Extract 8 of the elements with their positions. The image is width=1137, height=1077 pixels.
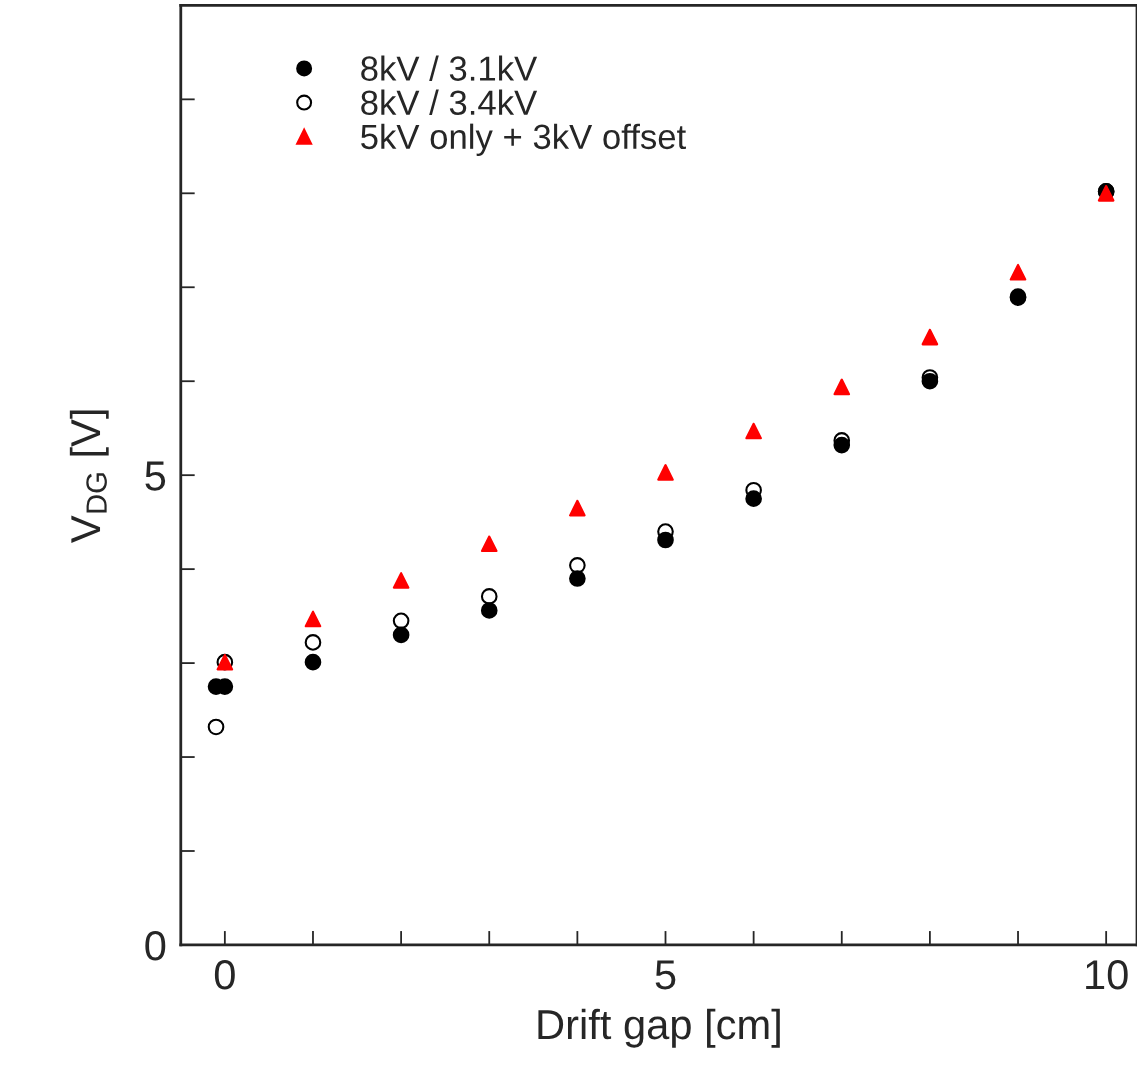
y-axis-title: V$_{DG}$ [V] xyxy=(69,410,109,543)
legend-label: 8kV / 3.1kV xyxy=(361,55,538,81)
x-axis-title: Drift gap [cm] xyxy=(538,1008,780,1048)
legend-label: 8kV / 3.4kV xyxy=(361,89,538,116)
x-tick-label: 5 xyxy=(655,960,676,990)
x-tick-label: 0 xyxy=(214,959,235,990)
x-tick-label: 10 xyxy=(1086,959,1128,990)
legend-label: 5kV only + 3kV offset xyxy=(361,123,686,156)
